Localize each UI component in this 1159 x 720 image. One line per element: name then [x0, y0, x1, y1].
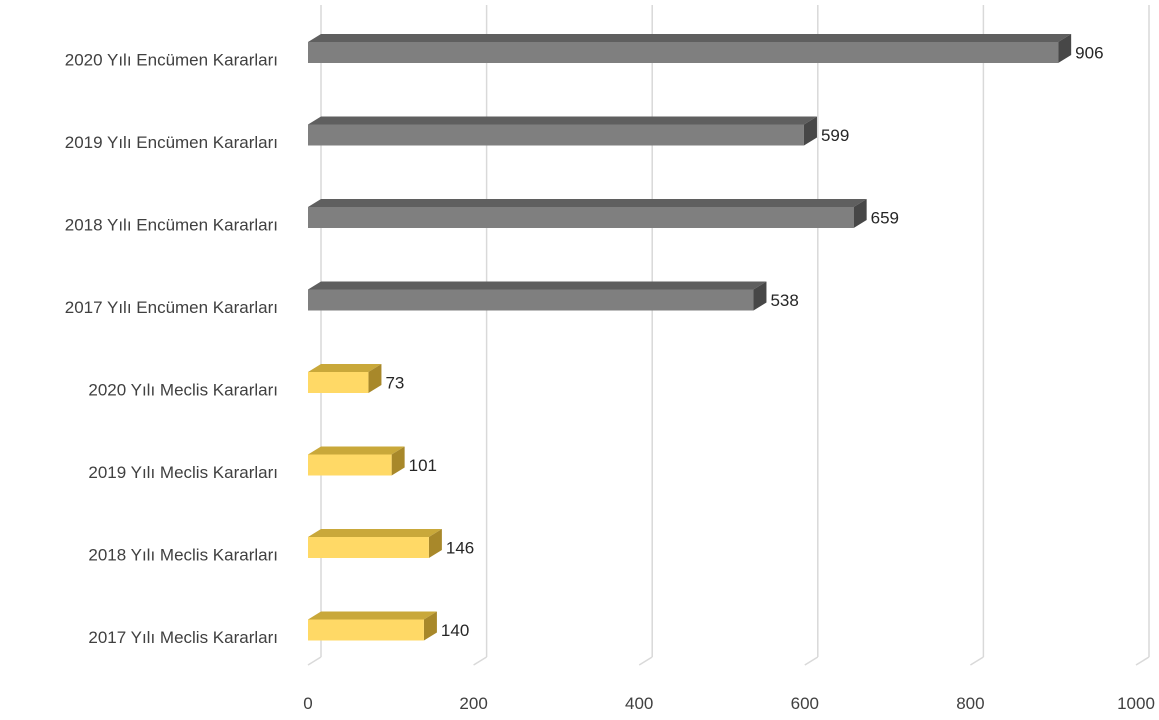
x-tick-label: 400 — [625, 694, 653, 713]
bar-top-face — [308, 446, 405, 455]
gridline-floor — [473, 656, 487, 666]
bar — [308, 199, 867, 228]
data-label: 101 — [409, 456, 437, 475]
gridline-floor — [1135, 656, 1150, 666]
bar-side-face — [1058, 34, 1072, 63]
bar-side-face — [368, 364, 382, 393]
gridline-floor — [307, 656, 322, 666]
data-label: 146 — [446, 539, 474, 558]
x-tick-label: 1000 — [1117, 694, 1155, 713]
category-label: 2019 Yılı Meclis Kararları — [88, 463, 278, 482]
category-label: 2017 Yılı Encümen Kararları — [65, 298, 278, 317]
gridlines — [307, 5, 1150, 666]
bar — [308, 34, 1072, 63]
gridline-floor — [804, 656, 819, 666]
data-label: 906 — [1075, 44, 1103, 63]
bar — [308, 529, 442, 558]
bar — [308, 281, 767, 311]
data-label: 659 — [871, 209, 899, 228]
bar-top-face — [308, 281, 767, 290]
data-label: 140 — [441, 621, 469, 640]
bar-front-face — [308, 372, 369, 393]
data-label: 538 — [770, 291, 798, 310]
labels: 0 200 400 600 800 1000 906 2020 Yılı Encümen Ka… — [65, 44, 1155, 714]
category-label: 2020 Yılı Encümen Kararları — [65, 51, 278, 70]
bar — [308, 364, 382, 393]
gridline-floor — [970, 656, 984, 666]
bar-front-face — [308, 289, 754, 311]
bar-side-face — [423, 611, 437, 641]
bar-front-face — [308, 454, 392, 476]
bar — [308, 116, 817, 146]
bar-top-face — [308, 199, 867, 207]
gridline-floor — [638, 656, 653, 666]
bar-side-face — [853, 199, 867, 228]
x-tick-label: 800 — [956, 694, 984, 713]
x-tick-label: 0 — [303, 694, 312, 713]
bar-front-face — [308, 42, 1059, 63]
category-label: 2019 Yılı Encümen Kararları — [65, 133, 278, 152]
bar-side-face — [391, 446, 405, 476]
category-label: 2020 Yılı Meclis Kararları — [88, 381, 278, 400]
category-label: 2018 Yılı Encümen Kararları — [65, 216, 278, 235]
data-label: 73 — [385, 374, 404, 393]
bar-front-face — [308, 537, 429, 558]
bar-top-face — [308, 116, 817, 125]
bar-top-face — [308, 364, 382, 372]
bar-side-face — [753, 281, 767, 311]
x-tick-label: 600 — [791, 694, 819, 713]
bar-side-face — [428, 529, 442, 558]
bar-front-face — [308, 207, 854, 228]
bar-top-face — [308, 611, 437, 620]
category-label: 2017 Yılı Meclis Kararları — [88, 628, 278, 647]
bar-front-face — [308, 124, 804, 146]
bar — [308, 446, 405, 476]
bar — [308, 611, 437, 641]
category-label: 2018 Yılı Meclis Kararları — [88, 546, 278, 565]
bar-top-face — [308, 34, 1072, 42]
bar-top-face — [308, 529, 442, 537]
bars — [308, 34, 1072, 641]
bar-front-face — [308, 619, 424, 641]
bar-side-face — [803, 116, 817, 146]
data-label: 599 — [821, 126, 849, 145]
x-tick-label: 200 — [459, 694, 487, 713]
